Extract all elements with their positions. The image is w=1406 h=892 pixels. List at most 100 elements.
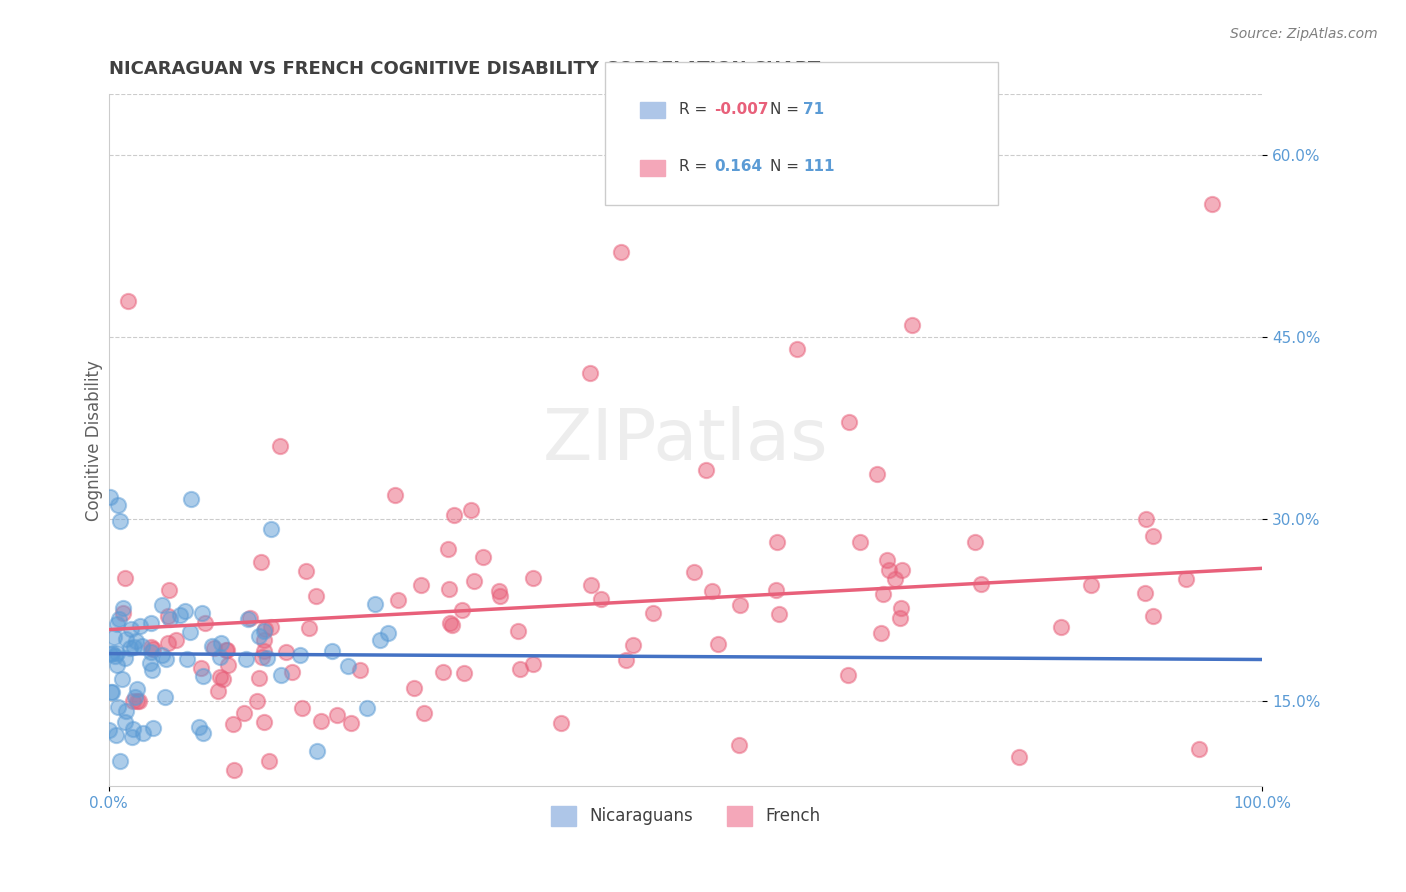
Point	[157, 583, 180, 598]
Point	[889, 610, 911, 624]
Point	[139, 640, 162, 654]
Point	[1142, 609, 1164, 624]
Point	[156, 609, 179, 624]
Point	[591, 592, 613, 607]
Point	[356, 700, 378, 714]
Point	[437, 582, 460, 596]
Point	[190, 661, 212, 675]
Point	[132, 726, 155, 740]
Point	[122, 722, 145, 736]
Point	[409, 577, 432, 591]
Point	[288, 648, 311, 662]
Point	[295, 564, 318, 578]
Point	[253, 624, 276, 639]
Point	[509, 662, 531, 676]
Point	[884, 572, 907, 586]
Point	[252, 650, 274, 665]
Point	[321, 644, 343, 658]
Point	[114, 571, 136, 585]
Point	[104, 728, 127, 742]
Point	[728, 598, 751, 612]
Point	[124, 640, 146, 654]
Point	[98, 490, 121, 504]
Text: NICARAGUAN VS FRENCH COGNITIVE DISABILITY CORRELATION CHART: NICARAGUAN VS FRENCH COGNITIVE DISABILIT…	[108, 60, 820, 78]
Point	[208, 670, 231, 684]
Point	[890, 600, 912, 615]
Point	[579, 367, 602, 381]
Point	[114, 651, 136, 665]
Point	[246, 694, 269, 708]
Point	[270, 668, 292, 682]
Point	[877, 563, 900, 577]
Point	[1008, 750, 1031, 764]
Point	[207, 684, 229, 698]
Point	[236, 612, 259, 626]
Point	[281, 665, 304, 679]
Point	[100, 685, 122, 699]
Point	[180, 491, 202, 506]
Point	[114, 632, 136, 646]
Point	[108, 612, 131, 626]
Point	[336, 659, 359, 673]
Text: N =: N =	[770, 160, 804, 175]
Point	[384, 488, 406, 502]
Point	[253, 644, 276, 658]
Point	[112, 606, 135, 620]
Y-axis label: Cognitive Disability: Cognitive Disability	[86, 359, 103, 521]
Point	[114, 704, 136, 718]
Point	[191, 669, 214, 683]
Point	[121, 730, 143, 744]
Point	[765, 535, 787, 549]
Point	[453, 666, 475, 681]
Point	[707, 637, 730, 651]
Point	[364, 597, 387, 611]
Point	[621, 638, 644, 652]
Point	[150, 648, 173, 662]
Point	[451, 603, 474, 617]
Text: Source: ZipAtlas.com: Source: ZipAtlas.com	[1230, 27, 1378, 41]
Point	[522, 657, 544, 672]
Point	[118, 641, 141, 656]
Point	[141, 645, 163, 659]
Point	[139, 656, 162, 670]
Point	[129, 619, 152, 633]
Text: R =: R =	[679, 160, 713, 175]
Text: 0.164: 0.164	[714, 160, 762, 175]
Point	[105, 646, 128, 660]
Point	[165, 633, 187, 648]
Point	[368, 632, 391, 647]
Point	[212, 673, 235, 687]
Point	[103, 630, 125, 644]
Point	[247, 629, 270, 643]
Point	[187, 720, 209, 734]
Point	[104, 648, 127, 663]
Point	[105, 658, 128, 673]
Point	[128, 694, 150, 708]
Point	[224, 763, 246, 777]
Point	[695, 463, 717, 477]
Point	[253, 633, 276, 648]
Point	[208, 650, 231, 665]
Point	[100, 684, 122, 698]
Point	[176, 652, 198, 666]
Point	[179, 624, 201, 639]
Point	[260, 620, 283, 634]
Point	[155, 690, 177, 704]
Point	[235, 652, 257, 666]
Point	[508, 624, 530, 639]
Point	[142, 642, 165, 657]
Point	[460, 503, 482, 517]
Point	[232, 706, 254, 721]
Point	[488, 584, 510, 599]
Point	[97, 723, 120, 738]
Point	[305, 589, 328, 603]
Point	[700, 583, 723, 598]
Point	[156, 636, 179, 650]
Point	[191, 726, 214, 740]
Point	[683, 565, 706, 579]
Point	[110, 754, 132, 768]
Point	[124, 690, 146, 704]
Point	[436, 542, 458, 557]
Point	[849, 535, 872, 549]
Point	[253, 622, 276, 636]
